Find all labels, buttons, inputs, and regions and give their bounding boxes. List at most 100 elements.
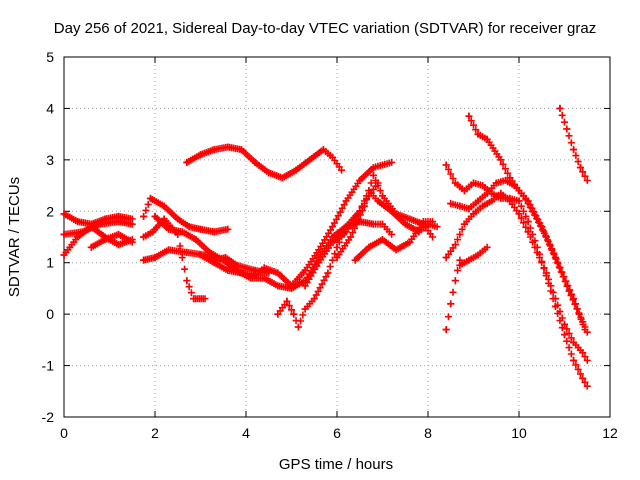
data-point [492, 179, 500, 187]
data-point [506, 174, 514, 182]
y-axis-label: SDTVAR / TECUs [6, 177, 23, 297]
data-point [465, 205, 473, 213]
data-point [579, 349, 587, 357]
series-arc-14 [351, 218, 437, 264]
data-point [563, 125, 571, 133]
data-point [460, 220, 468, 228]
y-tick-label: 1 [46, 255, 54, 271]
data-point [360, 202, 368, 210]
data-point [140, 256, 148, 264]
data-point [369, 220, 377, 228]
data-point [351, 256, 359, 264]
data-point [356, 176, 364, 184]
data-point [429, 233, 437, 241]
data-point [561, 331, 568, 339]
data-point [274, 282, 282, 290]
data-point [224, 143, 232, 151]
series-trace [301, 187, 439, 290]
data-point [333, 243, 341, 251]
series-arc-4 [87, 230, 136, 251]
data-point [294, 323, 302, 331]
x-axis-ticks: 0 2 4 6 8 10 12 [60, 57, 618, 441]
data-point [579, 374, 587, 382]
data-point [206, 248, 214, 256]
data-point [87, 223, 95, 231]
data-point [483, 135, 491, 143]
x-tick-label: 6 [333, 425, 341, 441]
data-point [447, 200, 455, 208]
y-tick-label: 0 [46, 306, 54, 322]
data-point [570, 146, 578, 154]
data-point [319, 146, 327, 154]
data-point [479, 202, 487, 210]
data-point [465, 256, 473, 264]
data-point [347, 233, 355, 241]
data-point [237, 146, 245, 154]
data-point [501, 176, 509, 184]
data-point [74, 218, 82, 226]
data-point [165, 225, 173, 233]
data-point [278, 174, 286, 182]
data-point [497, 156, 505, 164]
data-point [115, 230, 123, 238]
data-point [442, 326, 450, 334]
data-point [379, 192, 386, 200]
data-point [451, 277, 459, 285]
data-point [442, 254, 450, 262]
data-point [160, 202, 168, 210]
data-point [315, 259, 323, 267]
data-point [538, 223, 546, 231]
data-point [151, 212, 159, 220]
data-point [429, 218, 437, 226]
data-point [576, 164, 584, 172]
data-point [406, 238, 414, 246]
data-point [579, 318, 587, 326]
data-point [379, 220, 386, 228]
data-point [140, 212, 148, 220]
data-point [197, 251, 204, 259]
data-point [524, 218, 532, 226]
data-point [497, 189, 505, 197]
data-point [388, 158, 396, 166]
data-point [474, 197, 482, 205]
data-point [190, 295, 198, 303]
data-point [515, 197, 523, 205]
data-point [219, 256, 227, 264]
data-point [310, 295, 318, 303]
data-point [388, 230, 396, 238]
series-trace [442, 161, 589, 386]
data-point [197, 151, 204, 159]
data-point [115, 241, 123, 249]
data-point [565, 287, 573, 295]
data-point [470, 179, 477, 187]
data-point [324, 269, 332, 277]
data-point [301, 305, 309, 313]
series-arc-12 [301, 187, 441, 290]
data-series [60, 104, 591, 390]
y-tick-label: -1 [42, 358, 55, 374]
series-trace [556, 104, 589, 180]
y-tick-label: 5 [46, 49, 54, 65]
data-point [474, 130, 482, 138]
data-point [451, 241, 459, 249]
data-point [406, 215, 414, 223]
data-point [183, 158, 191, 166]
data-point [456, 261, 464, 269]
y-tick-label: 2 [46, 203, 54, 219]
x-tick-label: 8 [424, 425, 432, 441]
data-point [149, 228, 157, 236]
x-tick-label: 2 [151, 425, 159, 441]
data-point [251, 158, 259, 166]
data-point [583, 328, 591, 336]
data-point [210, 259, 218, 267]
x-tick-label: 4 [242, 425, 250, 441]
data-point [251, 272, 259, 280]
series-arc-9 [183, 143, 346, 182]
data-point [561, 320, 568, 328]
data-point [524, 197, 532, 205]
y-tick-label: -2 [42, 409, 55, 425]
data-point [146, 194, 154, 202]
data-point [401, 220, 409, 228]
data-point [365, 243, 373, 251]
